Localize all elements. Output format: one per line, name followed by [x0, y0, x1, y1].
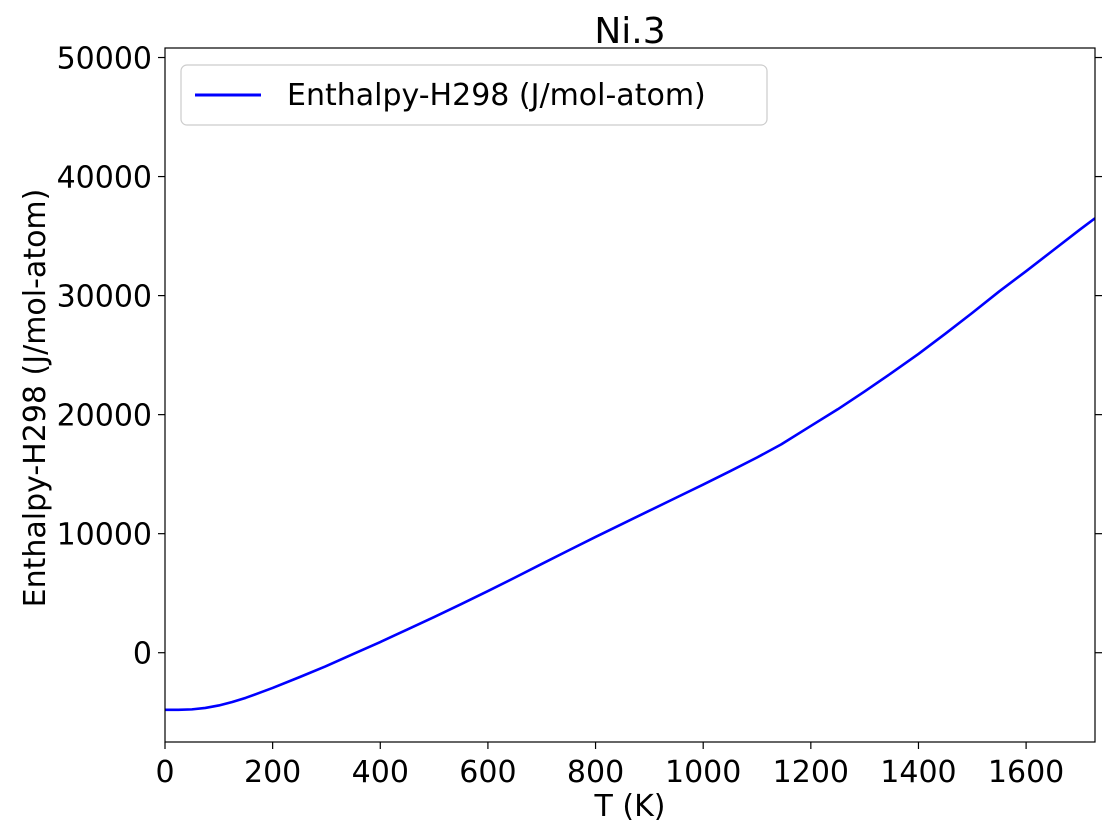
- x-tick-label: 1200: [773, 755, 849, 790]
- y-tick-label: 30000: [57, 280, 152, 315]
- legend-box: [180, 64, 768, 126]
- y-tick-label: 20000: [57, 399, 152, 434]
- x-tick-label: 1400: [880, 755, 956, 790]
- y-axis-ticks: 0 10000 20000 30000 40000 50000: [57, 42, 1102, 672]
- y-tick-label: 50000: [57, 42, 152, 77]
- x-tick-label: 600: [459, 755, 516, 790]
- y-tick-label: 10000: [57, 518, 152, 553]
- legend: Enthalpy-H298 (J/mol-atom): [180, 64, 768, 126]
- x-tick-label: 400: [352, 755, 409, 790]
- y-tick-label: 40000: [57, 161, 152, 196]
- y-axis-label: Enthalpy-H298 (J/mol-atom): [18, 189, 53, 608]
- x-tick-label: 1600: [988, 755, 1064, 790]
- x-axis-ticks: 0 200 400 600 800 1000 1200 1400 1600: [155, 742, 1064, 790]
- chart-title: Ni.3: [594, 11, 665, 52]
- legend-entry-label: Enthalpy-H298 (J/mol-atom): [287, 78, 706, 113]
- series-line-enthalpy: [165, 217, 1095, 712]
- plot-frame: [164, 47, 1096, 743]
- plot-area: [164, 47, 1096, 743]
- y-tick-label: 0: [133, 637, 152, 672]
- x-tick-label: 0: [155, 755, 174, 790]
- x-tick-label: 1000: [665, 755, 741, 790]
- series-layer: [165, 217, 1095, 712]
- x-tick-label: 200: [244, 755, 301, 790]
- x-axis-label: T (K): [594, 789, 666, 824]
- x-tick-label: 800: [567, 755, 624, 790]
